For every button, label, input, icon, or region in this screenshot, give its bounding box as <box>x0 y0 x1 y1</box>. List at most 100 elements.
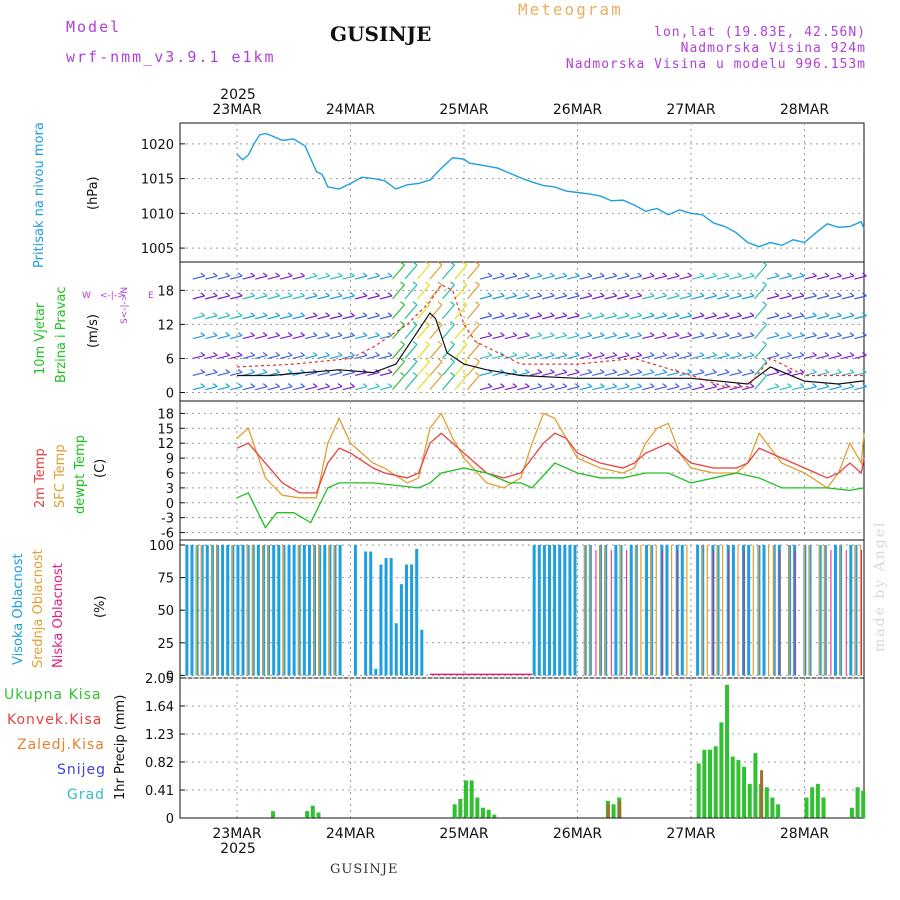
precip-bar <box>736 759 741 818</box>
wind-barb-tick <box>400 357 405 362</box>
wind-barb-tick <box>262 312 268 317</box>
wind-barb-tick <box>212 383 218 388</box>
wind-barb <box>542 386 555 391</box>
wind-barb-tick <box>787 383 792 388</box>
wind-barb <box>604 386 617 391</box>
wind-barb-tick <box>287 351 293 356</box>
wind-barb-tick <box>562 312 568 317</box>
wind-barb <box>766 386 780 391</box>
wind-barb <box>279 354 293 360</box>
wind-barb <box>479 354 493 360</box>
wind-barb-tick <box>500 332 505 337</box>
high-cloud-bar <box>415 548 419 676</box>
wind-barb <box>441 304 455 320</box>
wind-barb <box>205 386 218 391</box>
wind-barb <box>354 295 368 300</box>
wind-barb-tick <box>787 351 792 356</box>
wind-barb-tick <box>225 312 231 317</box>
wind-barb <box>691 295 705 300</box>
wind-barb-tick <box>237 272 243 277</box>
wind-barb <box>379 354 393 360</box>
wind-barb-tick <box>712 332 717 337</box>
wind-barb <box>367 386 380 391</box>
wind-barb-tick <box>624 368 630 373</box>
wind-barb <box>367 315 380 320</box>
wind-barb-tick <box>300 383 305 388</box>
wind-barb <box>766 354 780 360</box>
wind-barb-tick <box>562 292 568 297</box>
wind-barb-tick <box>799 351 805 356</box>
wind-barb-tick <box>275 332 281 337</box>
wind-barb <box>329 335 343 340</box>
wind-barb-tick <box>562 332 568 337</box>
wind-barb-tick <box>749 272 755 277</box>
y-tick-label: 0 <box>166 812 174 827</box>
wind-barb <box>205 275 218 280</box>
wind-barb-tick <box>699 292 705 297</box>
cloud-label-mid: Srednja Oblacnost <box>31 549 46 668</box>
wind-barb-tick <box>437 301 443 306</box>
y-tick-label: 0 <box>166 497 174 512</box>
wind-barb <box>642 315 655 320</box>
wind-barb <box>679 295 692 300</box>
wind-barb <box>854 295 867 300</box>
wind-barb <box>617 386 630 391</box>
wind-barb-tick <box>587 351 593 356</box>
precip-bar <box>464 780 468 818</box>
wind-barb-tick <box>524 368 530 373</box>
wind-barb-tick <box>200 368 206 373</box>
wind-barb <box>754 324 768 339</box>
wind-barb-tick <box>774 332 780 337</box>
wind-barb <box>654 315 667 320</box>
wind-barb-tick <box>562 383 568 388</box>
wind-barb <box>392 361 405 376</box>
wind-barb <box>479 275 493 280</box>
wind-barb <box>667 275 680 280</box>
wind-barb <box>466 344 480 359</box>
dewpt-temp-line <box>236 462 865 529</box>
wind-barb <box>242 315 255 320</box>
wind-barb-tick <box>637 383 643 388</box>
wind-barb <box>629 386 642 391</box>
wind-barb <box>691 335 705 340</box>
wind-barb <box>741 295 755 300</box>
wind-barb-tick <box>574 292 580 297</box>
wind-barb-tick <box>637 272 643 277</box>
wind-barb <box>354 335 368 340</box>
wind-barb <box>841 295 855 300</box>
wind-barb-tick <box>649 383 655 388</box>
wind-barb-tick <box>462 357 468 362</box>
wind-barb <box>329 315 343 320</box>
high-cloud-bar <box>568 545 572 676</box>
high-cloud-bar <box>221 545 225 676</box>
wind-barb-tick <box>699 383 705 388</box>
wind-barb-tick <box>350 383 355 388</box>
high-cloud-bar <box>205 545 209 676</box>
wind-barb-tick <box>337 292 343 297</box>
wind-barb-tick <box>837 351 842 356</box>
wind-barb-tick <box>762 281 767 286</box>
wind-barb-tick <box>325 383 330 388</box>
wind-barb <box>579 275 592 280</box>
wind-barb <box>704 354 717 360</box>
data-marks <box>180 132 867 819</box>
wind-barb-tick <box>500 383 505 388</box>
wind-barb-tick <box>275 383 281 388</box>
wind-barb-tick <box>462 372 468 377</box>
altitude-label: Nadmorska Visina 924m <box>680 41 866 56</box>
wind-barb <box>255 275 268 280</box>
high-cloud-bar <box>256 545 260 676</box>
wind-barb <box>604 354 617 360</box>
wind-barb-tick <box>624 272 630 277</box>
wind-barb <box>754 344 768 359</box>
wind-barb <box>729 354 742 360</box>
wind-barb <box>841 315 855 320</box>
wind-barb-tick <box>412 372 418 377</box>
wind-barb <box>617 275 630 280</box>
wind-barb <box>816 275 830 280</box>
wind-barb <box>766 315 780 320</box>
wind-barb <box>854 386 867 391</box>
wind-barb-tick <box>512 332 518 337</box>
wind-barb-tick <box>862 368 867 373</box>
wind-barb-tick <box>662 368 668 373</box>
